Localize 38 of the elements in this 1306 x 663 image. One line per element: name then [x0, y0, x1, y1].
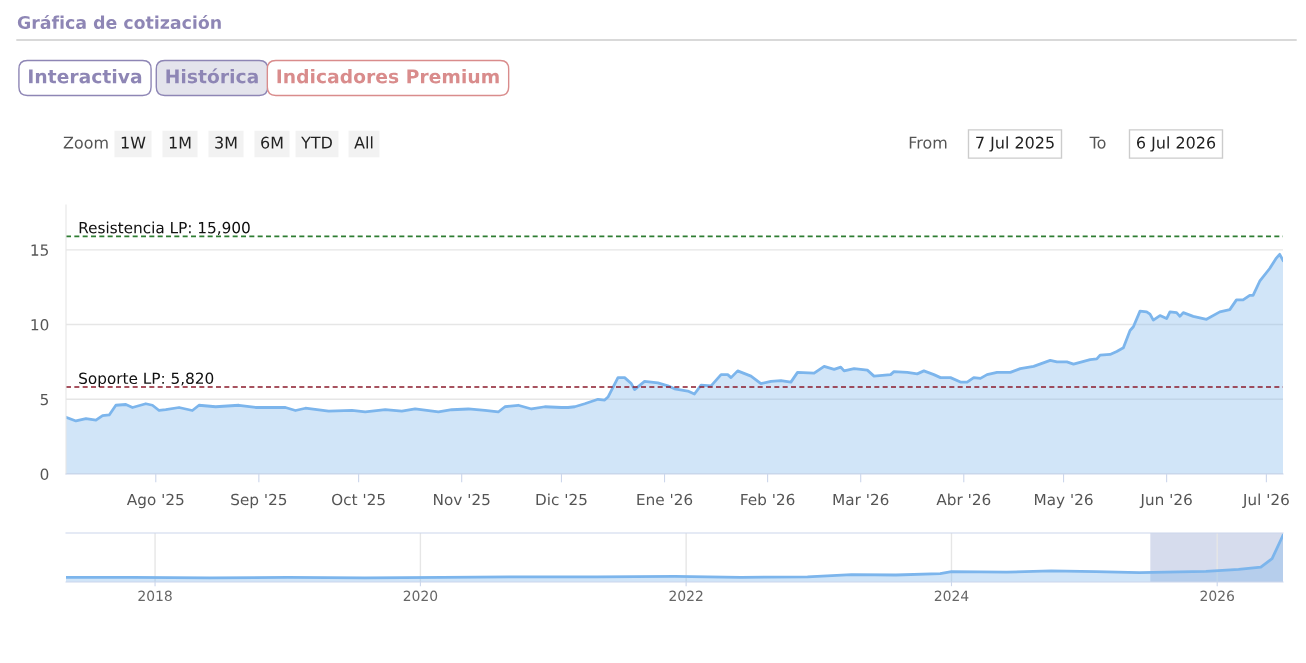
x-tick-label: Mar '26: [833, 493, 889, 506]
x-tick-label: Sep '25: [231, 493, 287, 509]
text: Indicadores Premium: [277, 68, 499, 84]
text: All: [354, 136, 373, 149]
text: 3M: [215, 136, 237, 149]
x-tick-label: May '26: [1035, 493, 1093, 509]
x-tick-label: 2020: [403, 590, 438, 602]
text: To: [1089, 136, 1106, 149]
y-tick-label: 10: [31, 319, 49, 331]
x-tick-label: Abr '26: [936, 493, 991, 506]
text: 6M: [261, 136, 283, 149]
x-tick-label: 2022: [669, 590, 703, 602]
ref-line-label: Soporte LP: 5,820: [79, 372, 214, 388]
text: 1M: [169, 136, 191, 149]
text: 6 Jul 2026: [1137, 136, 1216, 152]
text: From: [909, 136, 947, 149]
x-tick-label: Ene '26: [637, 493, 693, 506]
text: Interactiva: [29, 68, 142, 84]
text: 7 Jul 2025: [976, 136, 1054, 152]
x-tick-label: Oct '25: [332, 493, 385, 506]
x-tick-label: 2026: [1200, 590, 1234, 602]
x-tick-label: Ago '25: [126, 493, 184, 509]
x-tick-label: 2024: [934, 590, 969, 602]
text: 1W: [121, 136, 146, 149]
x-tick-label: Jun '26: [1139, 493, 1192, 509]
y-tick-label: 15: [31, 244, 48, 256]
chart-title: Gráfica de cotización: [17, 14, 221, 30]
x-tick-label: Jul '26: [1242, 493, 1289, 509]
x-tick-label: 2018: [138, 590, 172, 602]
x-tick-label: Dic '25: [536, 493, 587, 506]
text: Zoom: [63, 136, 108, 149]
y-tick-label: 0: [40, 468, 49, 481]
text: YTD: [301, 136, 332, 149]
y-tick-label: 5: [40, 393, 48, 406]
x-tick-label: Nov '25: [434, 493, 490, 506]
x-tick-label: Feb '26: [741, 493, 795, 506]
ref-line-label: Resistencia LP: 15,900: [79, 221, 250, 235]
text: Histórica: [166, 68, 258, 84]
